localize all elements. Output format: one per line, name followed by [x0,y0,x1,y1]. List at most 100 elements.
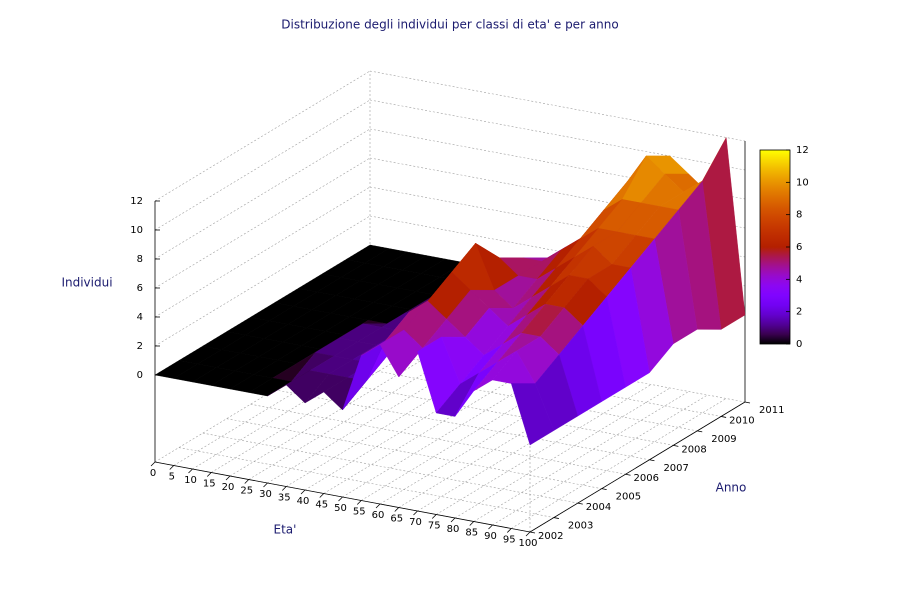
y-tick-label: 2004 [586,502,611,513]
x-tick [525,531,531,537]
y-tick [553,517,559,519]
x-tick-label: 65 [390,514,403,525]
z-grid-line [154,99,371,231]
x-tick [281,486,287,491]
x-tick [244,479,250,484]
colorbar-tick-label: 12 [796,145,809,156]
x-tick [206,472,212,477]
y-tick [744,401,751,404]
axis-line [529,401,746,533]
x-tick-label: 35 [278,493,291,504]
x-tick [431,514,437,519]
x-tick [394,507,400,512]
x-tick-label: 50 [334,503,347,514]
x-axis-label: Eta' [274,523,297,537]
x-grid-line [473,391,689,522]
y-grid-line [274,389,650,461]
y-tick [601,488,607,491]
x-grid-line [436,384,652,515]
x-tick-label: 45 [315,500,328,511]
z-tick-label: 0 [137,370,143,381]
y-tick-label: 2011 [759,405,784,416]
x-tick [150,461,156,467]
y-tick-label: 2008 [681,444,706,455]
x-grid-line [211,342,427,473]
x-tick-label: 60 [372,510,385,521]
x-tick [375,503,381,509]
x-tick-label: 20 [222,482,235,493]
y-tick-label: 2009 [711,434,736,445]
y-grid-line [250,403,626,475]
x-tick [225,475,231,481]
x-tick-label: 25 [240,486,253,497]
z-grid-line [154,215,371,347]
x-tick-label: 30 [259,489,272,500]
surface-quad [510,383,555,446]
z-grid-line [369,99,746,171]
x-grid-line [323,363,539,494]
z-grid-line [154,70,371,202]
z-tick-label: 4 [137,312,143,323]
x-tick-label: 55 [353,507,366,518]
z-tick-label: 2 [137,341,143,352]
x-tick [188,468,193,474]
x-tick [263,482,268,488]
y-tick [649,459,655,462]
x-tick-label: 100 [518,538,537,549]
z-grid-line [154,157,371,289]
y-grid-line [298,375,674,446]
x-tick-label: 5 [169,472,175,483]
y-grid-line [346,346,722,417]
x-tick [506,528,512,533]
colorbar-tick-label: 0 [796,339,802,350]
y-axis-label: Anno [716,481,747,495]
y-tick [697,430,703,433]
colorbar-tick-label: 2 [796,307,802,318]
y-tick-label: 2005 [616,492,641,503]
x-tick-label: 80 [447,524,460,535]
x-tick-label: 70 [409,517,422,528]
x-tick-label: 85 [465,528,478,539]
x-tick [469,521,475,526]
x-tick [413,510,418,516]
y-tick-label: 2007 [663,463,688,474]
y-grid-line [178,447,554,518]
y-tick [577,502,583,505]
y-grid-line [202,432,578,504]
x-tick-label: 90 [484,531,497,542]
y-grid-line [322,360,698,432]
x-tick-label: 10 [184,475,197,486]
y-tick-label: 2002 [538,531,563,542]
z-tick-label: 10 [130,225,143,236]
colorbar [759,149,791,345]
y-tick-label: 2006 [634,473,659,484]
chart-title: Distribuzione degli individui per classi… [281,18,618,32]
z-grid-line [154,128,371,260]
x-grid-line [454,387,671,519]
y-tick-label: 2003 [568,521,593,532]
z-grid-line [369,70,746,142]
x-grid-line [511,398,727,529]
x-tick [300,489,306,495]
z-tick-label: 12 [130,196,143,207]
x-tick [319,493,325,498]
z-tick-label: 8 [137,254,143,265]
x-grid-line [492,394,708,526]
x-tick [338,496,343,502]
x-tick-label: 95 [503,535,516,546]
x-tick-label: 15 [203,479,216,490]
z-grid-line [154,186,371,318]
x-tick [356,500,362,505]
y-tick-label: 2010 [729,415,754,426]
y-tick [673,444,679,447]
x-tick-label: 0 [150,468,156,479]
x-tick-label: 40 [297,496,310,507]
z-axis-label: Individui [61,276,112,290]
y-tick [721,416,727,418]
colorbar-tick-label: 8 [796,210,802,221]
surface [154,136,746,446]
y-tick [625,473,631,476]
y-tick [529,531,536,534]
colorbar-tick-label: 10 [796,177,809,188]
